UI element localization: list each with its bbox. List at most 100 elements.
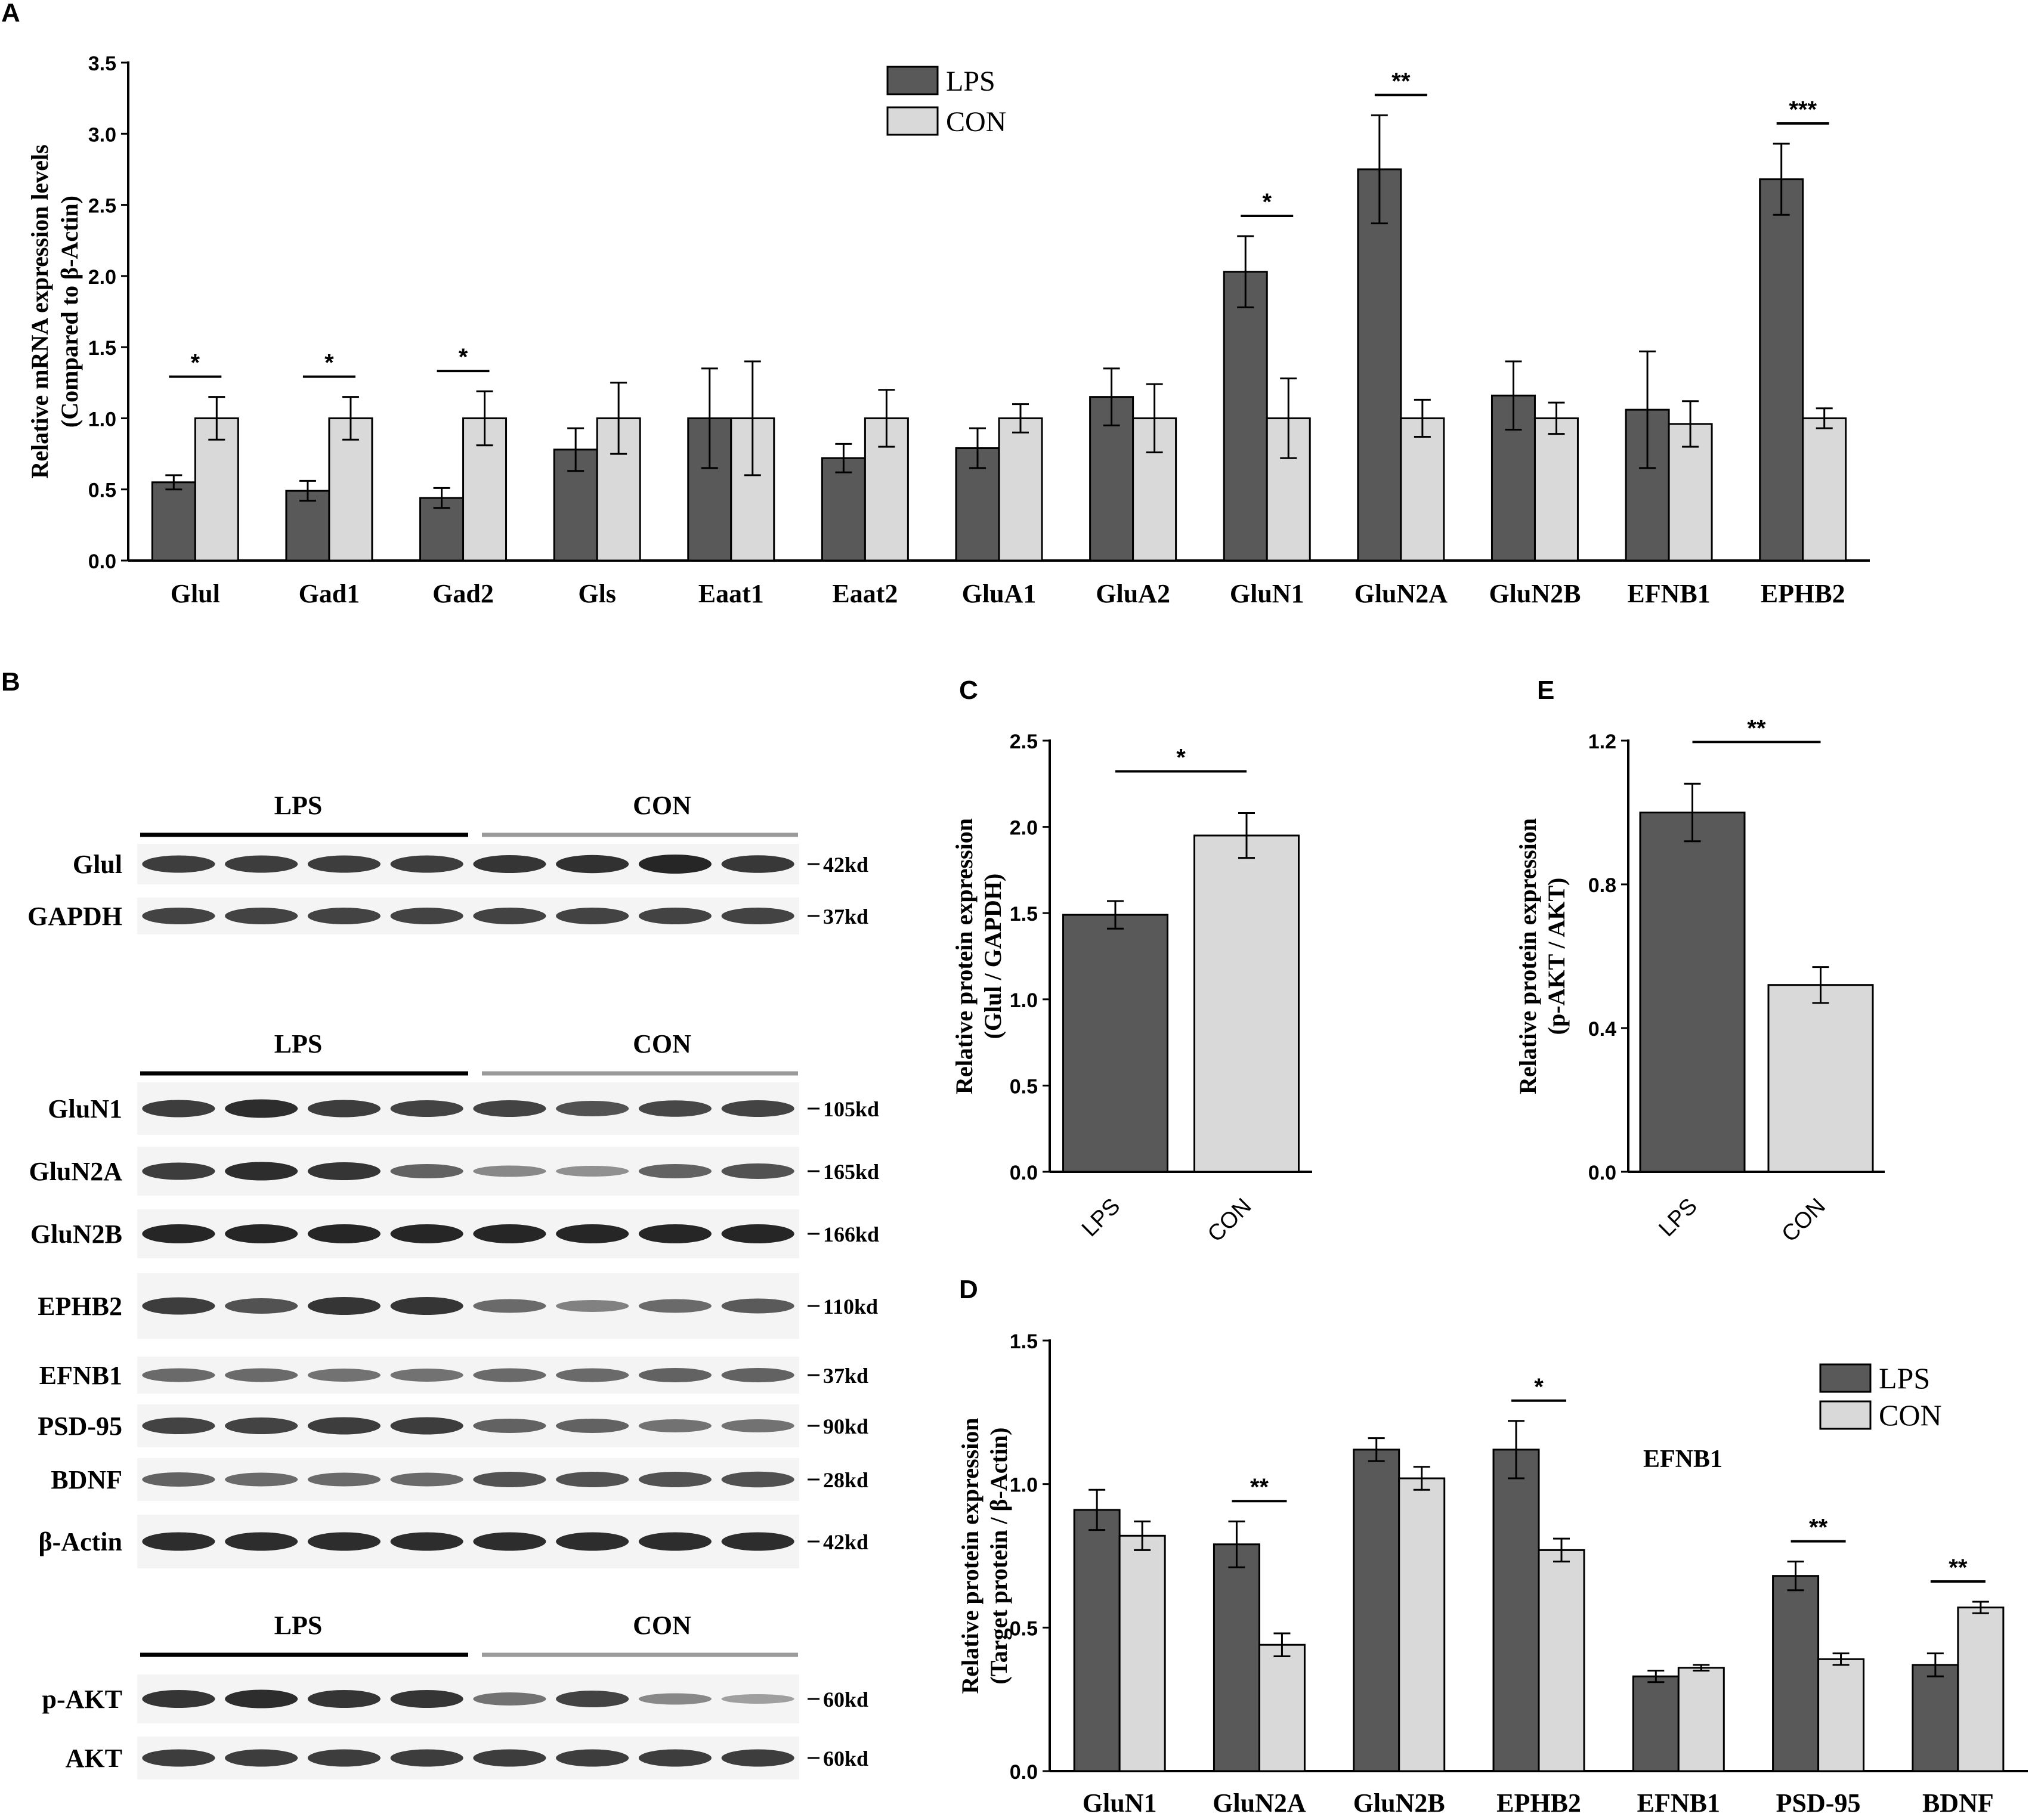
blot-band (307, 1690, 381, 1708)
blot-band (638, 1224, 712, 1243)
blot-band (142, 855, 215, 873)
significance-stars: *** (1789, 97, 1817, 123)
blot-band (556, 1749, 629, 1767)
blot-group-lps: LPS (274, 1611, 323, 1640)
blot-band (307, 1297, 381, 1315)
y-tick-label: 0.0 (88, 550, 116, 573)
blot-band (142, 1297, 215, 1315)
blot-band (225, 1417, 298, 1434)
blot-band (307, 1100, 381, 1118)
blot-band (556, 1532, 629, 1551)
blot-band (307, 1417, 381, 1435)
blot-row: GAPDH 37kd (27, 897, 868, 934)
bar (1912, 1664, 1959, 1772)
blot-group-header: LPS CON (140, 791, 798, 837)
legend-label-con: CON (1879, 1398, 1942, 1432)
bar (1492, 1448, 1540, 1772)
blot-band (225, 1472, 298, 1487)
y-tick-label: 3.5 (88, 52, 116, 75)
blot-band (225, 1224, 298, 1243)
chart-E: 0.0 0.4 0.8 1.2 Relative protein expression(… (1514, 715, 1885, 1247)
bar (1118, 1534, 1166, 1772)
blot-band (307, 1369, 381, 1382)
blot-band (473, 1472, 546, 1487)
bar (1802, 417, 1847, 562)
y-tick-label: 0.5 (88, 479, 116, 502)
bar (1400, 417, 1445, 562)
blot-band (142, 908, 215, 924)
x-tick-label: Gad1 (299, 579, 360, 608)
blot-band (638, 1368, 712, 1382)
bar (1817, 1658, 1865, 1772)
blot-band (721, 1163, 794, 1179)
blot-row: β-Actin 42kd (39, 1515, 868, 1568)
y-tick-label: 1.0 (1010, 989, 1038, 1012)
blot-band (638, 1164, 712, 1178)
significance-stars: * (459, 344, 468, 370)
blot-group-con: CON (633, 1611, 691, 1640)
blot-mw-label: 37kd (823, 905, 868, 928)
significance-stars: ** (1949, 1555, 1968, 1581)
bar (1957, 1607, 2005, 1772)
blot-mw-label: 60kd (823, 1688, 868, 1711)
blot-row: EPHB2 110kd (38, 1273, 878, 1339)
blot-mw-label: 42kd (823, 1530, 868, 1554)
x-tick-label: Eaat2 (832, 579, 898, 608)
y-tick-label: 1.5 (88, 337, 116, 360)
blot-band (142, 1417, 215, 1434)
legend-swatch-con (886, 106, 939, 136)
significance-stars: * (1534, 1374, 1544, 1400)
blot-mw-label: 37kd (823, 1364, 868, 1388)
blot-band (638, 1749, 712, 1767)
significance-stars: ** (1391, 68, 1411, 94)
blot-row-label: β-Actin (39, 1527, 123, 1556)
blot-band (142, 1749, 215, 1767)
blot-row: p-AKT 60kd (42, 1674, 868, 1723)
y-tick-label: 0.8 (1588, 874, 1616, 897)
blot-row-label: EPHB2 (38, 1292, 122, 1321)
legend-swatch-lps (886, 66, 939, 95)
blot-band (638, 1100, 712, 1117)
blot-band (473, 1692, 546, 1706)
blot-band (307, 908, 381, 924)
x-tick-label: Glul (171, 579, 220, 608)
blot-group-lps: LPS (274, 791, 323, 820)
bar (1258, 1643, 1306, 1772)
blot-band (390, 1690, 463, 1708)
blot-band (142, 1224, 215, 1243)
y-tick-label: 0.0 (1010, 1162, 1038, 1184)
blot-row-label: GAPDH (27, 902, 122, 931)
y-tick-label: 0.0 (1010, 1761, 1038, 1784)
x-tick-label: GluN2B (1489, 579, 1581, 608)
blot-band (307, 1472, 381, 1487)
y-tick-label: 0.0 (1588, 1162, 1616, 1184)
x-tick-label: EPHB2 (1761, 579, 1845, 608)
bar (1772, 1575, 1820, 1772)
blot-group-header: LPS CON (140, 1029, 798, 1076)
blot-band (473, 1100, 546, 1117)
blot-mw-label: 90kd (823, 1414, 868, 1438)
x-tick-label: LPS (1077, 1194, 1125, 1242)
y-axis-label: Relative protein expression (1514, 818, 1541, 1094)
blot-band (556, 1472, 629, 1487)
significance-stars: * (1176, 744, 1186, 770)
x-tick-label: CON (1203, 1194, 1256, 1247)
y-tick-label: 2.0 (88, 266, 116, 289)
blot-band (638, 1472, 712, 1487)
bar (1639, 812, 1746, 1173)
bar (821, 457, 866, 562)
blot-band (390, 1472, 463, 1487)
y-tick-label: 1.0 (88, 408, 116, 431)
blot-band (638, 908, 712, 924)
y-axis-label: (p-AKT / AKT) (1543, 878, 1570, 1035)
bar (194, 417, 239, 562)
blot-band (638, 1419, 712, 1432)
x-tick-label: EPHB2 (1496, 1788, 1581, 1818)
blot-band (390, 1417, 463, 1435)
blot-band (473, 1749, 546, 1767)
blot-band (721, 1694, 794, 1704)
blot-band (390, 1164, 463, 1178)
blot-band (225, 1099, 298, 1118)
bar (1073, 1509, 1121, 1772)
